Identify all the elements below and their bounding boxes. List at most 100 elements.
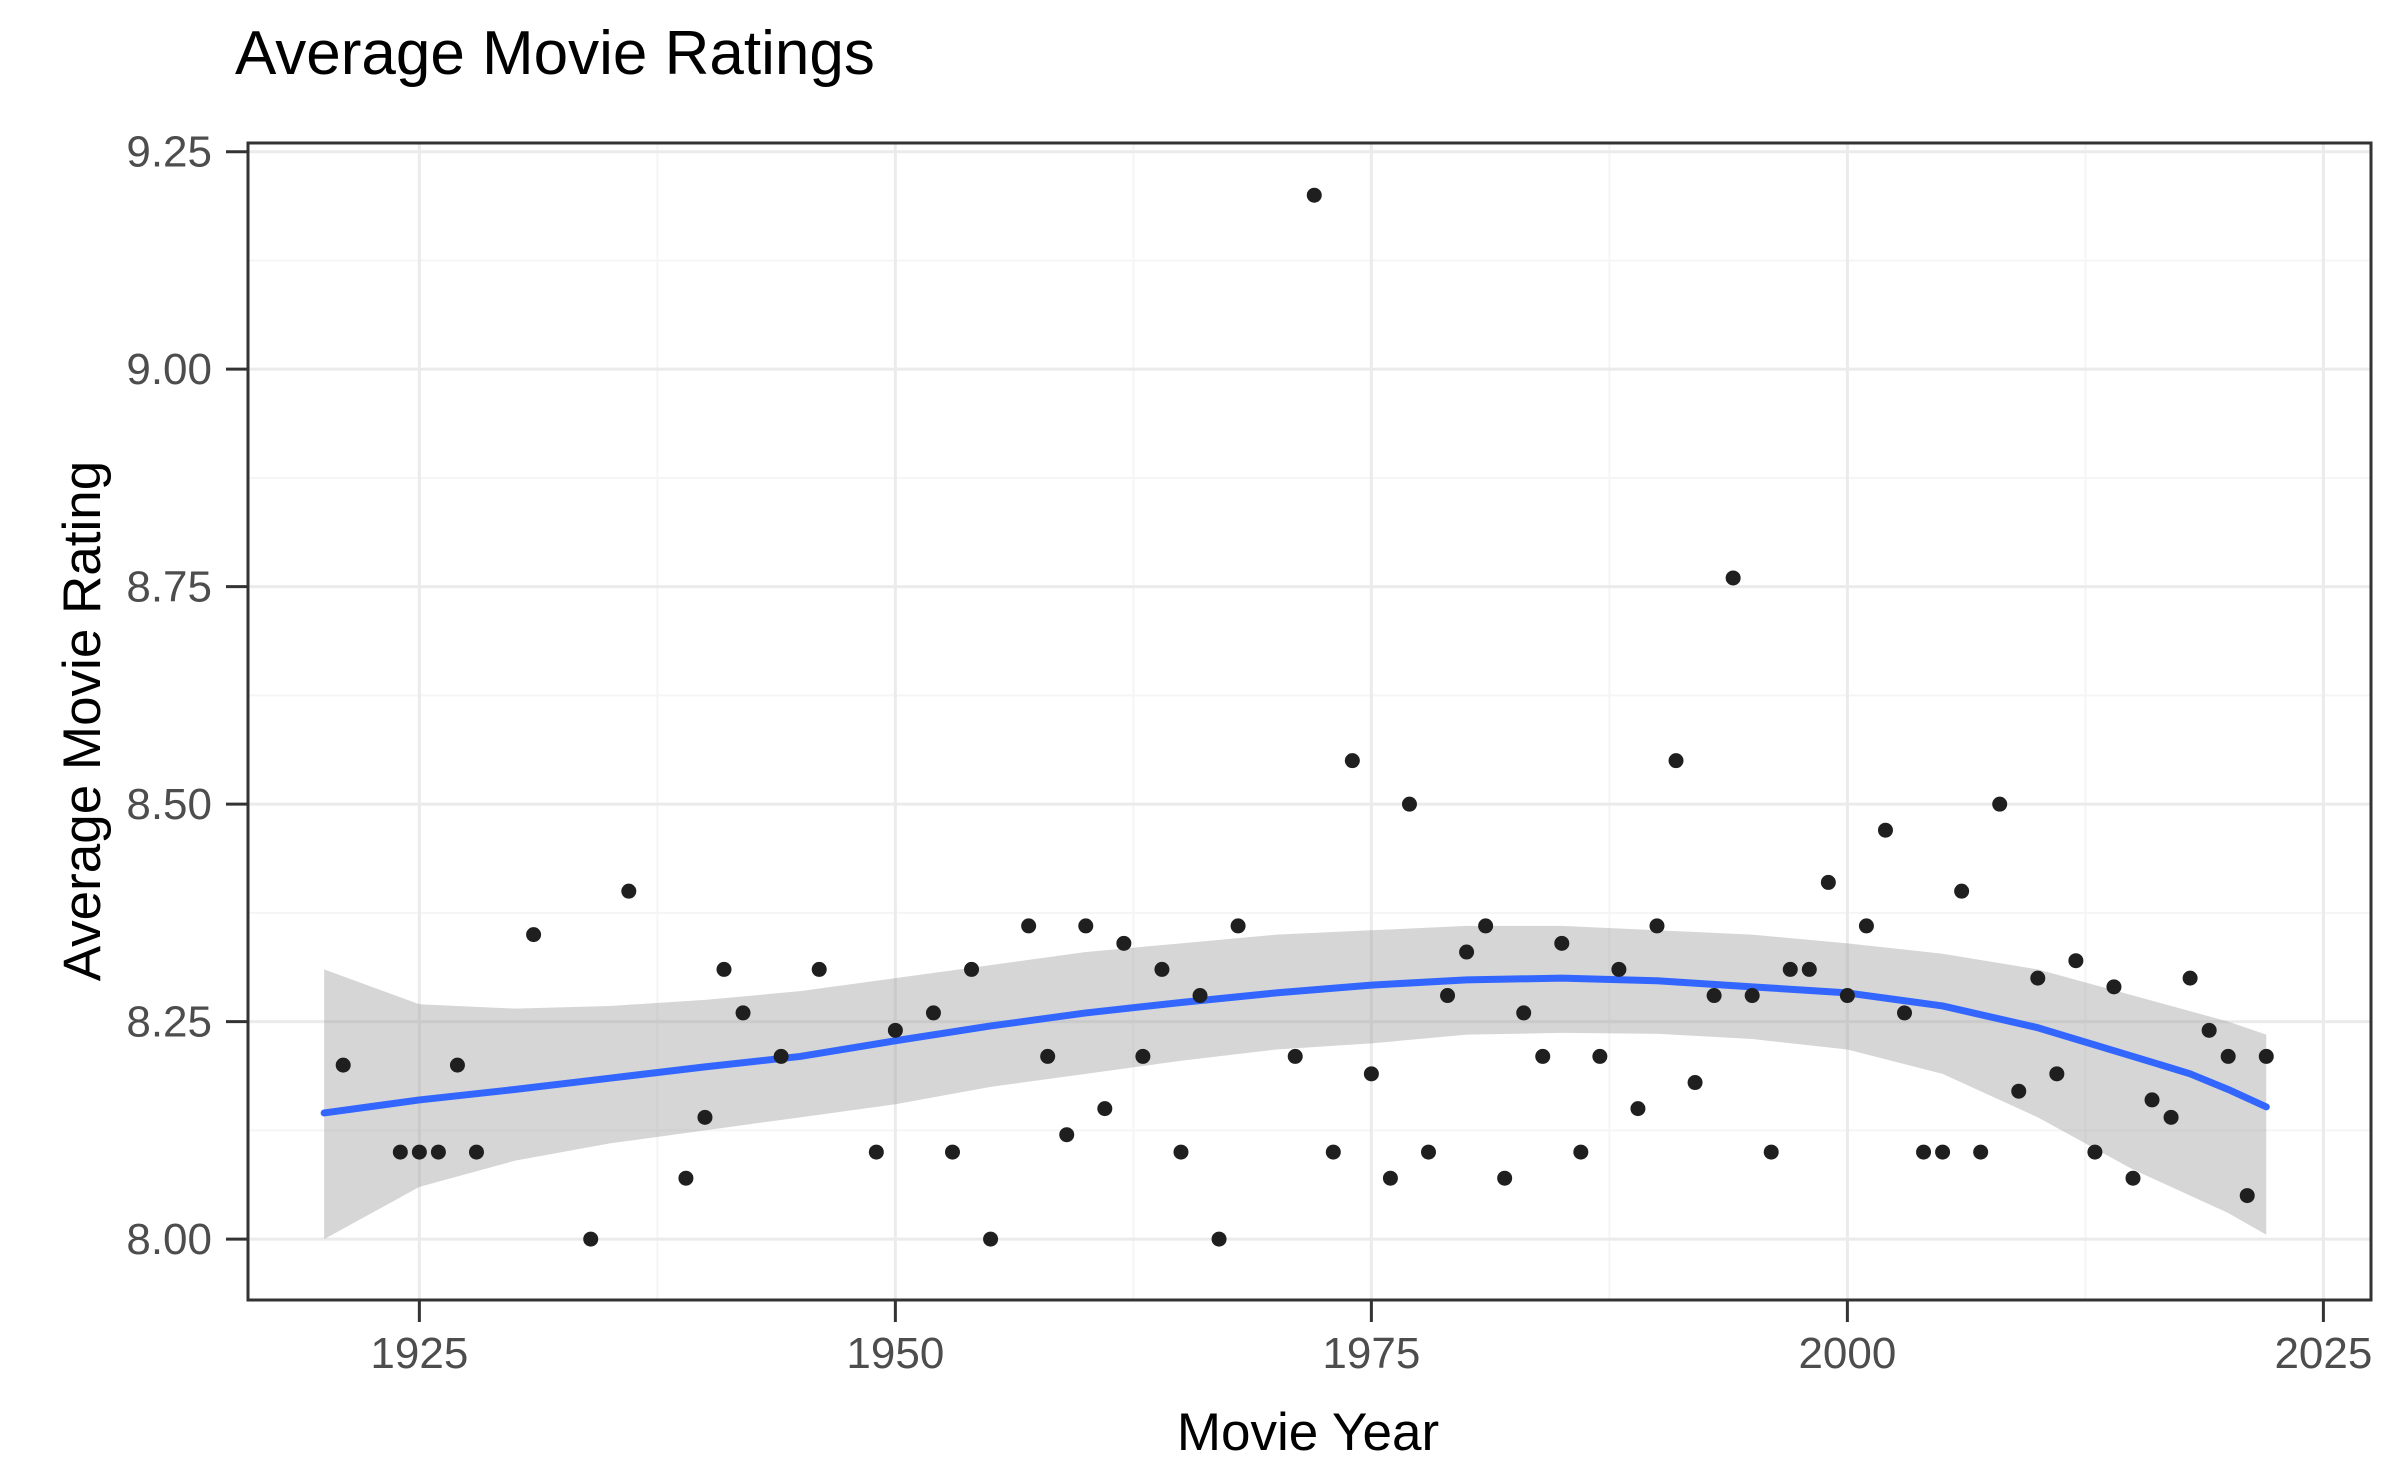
data-point <box>1744 988 1760 1004</box>
data-point <box>1516 1005 1532 1021</box>
data-point <box>925 1005 941 1021</box>
data-point <box>868 1144 884 1160</box>
x-tick-label: 2025 <box>2274 1329 2372 1378</box>
data-point <box>2049 1066 2065 1082</box>
data-point <box>1040 1048 1056 1064</box>
data-point <box>773 1048 789 1064</box>
axis-ticks: 1925 1950 1975 2000 2025 8.00 8.25 8.50 8.75 9.00… <box>126 128 2372 1378</box>
data-point <box>2182 970 2198 986</box>
data-point <box>2125 1170 2141 1186</box>
data-point <box>392 1144 408 1160</box>
data-point <box>1706 988 1722 1004</box>
data-point <box>1801 961 1817 977</box>
data-point <box>2239 1188 2255 1204</box>
data-point <box>335 1057 351 1073</box>
panel-border <box>246 141 2373 1302</box>
data-point <box>1459 944 1475 960</box>
y-tick-label: 9.25 <box>126 128 212 177</box>
data-point <box>2144 1092 2160 1108</box>
data-point <box>964 961 980 977</box>
y-tick-label: 8.25 <box>126 998 212 1047</box>
data-point <box>1725 570 1741 586</box>
data-point <box>468 1144 484 1160</box>
data-point <box>1877 822 1893 838</box>
data-point <box>2030 970 2046 986</box>
data-point <box>1021 918 1037 934</box>
data-point <box>1954 883 1970 899</box>
data-point <box>1497 1170 1513 1186</box>
data-point <box>1059 1127 1075 1143</box>
data-point <box>1916 1144 1932 1160</box>
data-point <box>526 927 542 943</box>
data-point <box>1135 1048 1151 1064</box>
chart-title: Average Movie Ratings <box>235 19 875 88</box>
data-point <box>2220 1048 2236 1064</box>
data-point <box>1192 988 1208 1004</box>
data-point <box>1573 1144 1589 1160</box>
x-tick-label: 1950 <box>846 1329 944 1378</box>
data-point <box>697 1109 713 1125</box>
data-point <box>1382 1170 1398 1186</box>
data-point <box>449 1057 465 1073</box>
data-point <box>621 883 637 899</box>
data-point <box>735 1005 751 1021</box>
data-point <box>1078 918 1094 934</box>
data-point <box>1325 1144 1341 1160</box>
points-group <box>335 187 2274 1247</box>
y-tick-label: 9.00 <box>126 345 212 394</box>
data-point <box>678 1170 694 1186</box>
data-point <box>1363 1066 1379 1082</box>
data-point <box>2258 1048 2274 1064</box>
y-tick-label: 8.00 <box>126 1215 212 1264</box>
data-point <box>1763 1144 1779 1160</box>
data-point <box>1611 961 1627 977</box>
data-point <box>1992 796 2008 812</box>
data-point <box>1554 935 1570 951</box>
y-tick-label: 8.50 <box>126 780 212 829</box>
data-point <box>1421 1144 1437 1160</box>
x-tick-label: 1975 <box>1322 1329 1420 1378</box>
data-point <box>1535 1048 1551 1064</box>
x-tick-label: 1925 <box>370 1329 468 1378</box>
data-point <box>1782 961 1798 977</box>
data-point <box>1668 753 1684 769</box>
data-point <box>1344 753 1360 769</box>
data-point <box>944 1144 960 1160</box>
data-point <box>2011 1083 2027 1099</box>
data-point <box>1839 988 1855 1004</box>
data-point <box>1630 1101 1646 1117</box>
data-point <box>2087 1144 2103 1160</box>
data-point <box>1230 918 1246 934</box>
data-point <box>1211 1231 1227 1247</box>
data-point <box>811 961 827 977</box>
data-point <box>1173 1144 1189 1160</box>
grid-major <box>248 143 2371 1300</box>
data-point <box>2201 1022 2217 1038</box>
confidence-ribbon <box>324 925 2267 1240</box>
panel-background <box>248 143 2371 1300</box>
data-point <box>1973 1144 1989 1160</box>
x-axis-title: Movie Year <box>1176 1403 1440 1462</box>
data-point <box>1687 1075 1703 1091</box>
data-point <box>1897 1005 1913 1021</box>
data-point <box>1306 187 1322 203</box>
data-point <box>1478 918 1494 934</box>
smooth-line <box>320 974 2270 1117</box>
data-point <box>1097 1101 1113 1117</box>
data-point <box>887 1022 903 1038</box>
x-tick-label: 2000 <box>1798 1329 1896 1378</box>
data-point <box>1440 988 1456 1004</box>
data-point <box>716 961 732 977</box>
data-point <box>1649 918 1665 934</box>
data-point <box>1935 1144 1951 1160</box>
data-point <box>583 1231 599 1247</box>
data-point <box>1154 961 1170 977</box>
grid-minor <box>248 143 2371 1300</box>
data-point <box>430 1144 446 1160</box>
data-point <box>2068 953 2084 969</box>
data-point <box>1858 918 1874 934</box>
data-point <box>983 1231 999 1247</box>
y-tick-label: 8.75 <box>126 563 212 612</box>
